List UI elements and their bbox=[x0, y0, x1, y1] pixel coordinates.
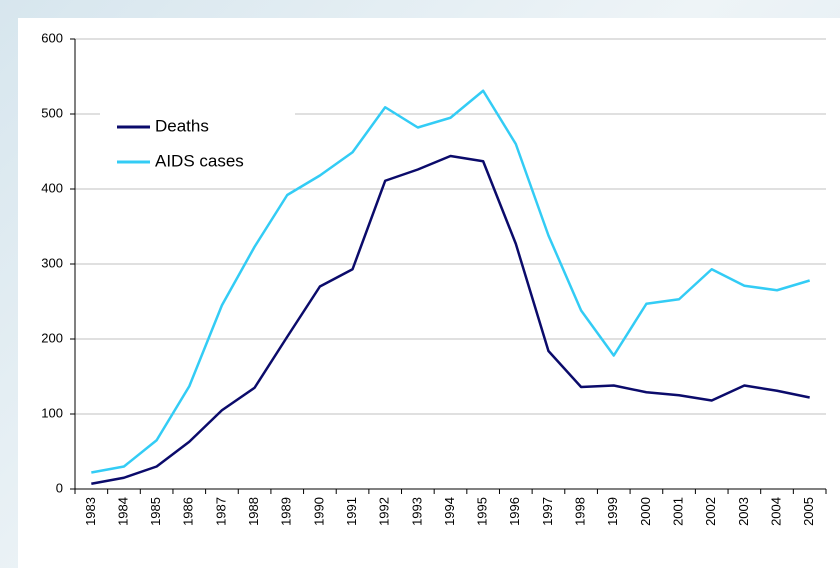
y-tick-label: 400 bbox=[41, 180, 63, 195]
y-tick-label: 300 bbox=[41, 255, 63, 270]
x-tick-label: 2004 bbox=[768, 497, 783, 526]
legend-background bbox=[100, 108, 295, 180]
x-tick-label: 1999 bbox=[605, 497, 620, 526]
x-tick-label: 1998 bbox=[573, 497, 588, 526]
x-tick-label: 2005 bbox=[801, 497, 816, 526]
x-tick-label: 1996 bbox=[507, 497, 522, 526]
x-tick-label: 2003 bbox=[736, 497, 751, 526]
y-tick-label: 100 bbox=[41, 405, 63, 420]
x-tick-label: 1985 bbox=[148, 497, 163, 526]
legend-label: AIDS cases bbox=[155, 151, 244, 170]
x-tick-label: 1986 bbox=[181, 497, 196, 526]
y-tick-label: 500 bbox=[41, 105, 63, 120]
y-tick-label: 0 bbox=[56, 480, 63, 495]
x-tick-label: 1990 bbox=[311, 497, 326, 526]
x-tick-label: 1989 bbox=[279, 497, 294, 526]
x-tick-label: 1991 bbox=[344, 497, 359, 526]
x-tick-label: 2000 bbox=[638, 497, 653, 526]
x-tick-label: 1984 bbox=[115, 497, 130, 526]
x-tick-label: 2002 bbox=[703, 497, 718, 526]
x-tick-label: 1995 bbox=[475, 497, 490, 526]
series-line bbox=[91, 154, 810, 485]
x-tick-label: 1988 bbox=[246, 497, 261, 526]
series-line bbox=[91, 89, 811, 474]
x-tick-label: 1994 bbox=[442, 497, 457, 526]
chart-background bbox=[18, 18, 840, 568]
x-tick-label: 1992 bbox=[377, 497, 392, 526]
y-tick-label: 600 bbox=[41, 30, 63, 45]
y-tick-label: 200 bbox=[41, 330, 63, 345]
x-tick-label: 1997 bbox=[540, 497, 555, 526]
x-tick-label: 1987 bbox=[213, 497, 228, 526]
legend-label: Deaths bbox=[155, 116, 209, 135]
x-tick-label: 1983 bbox=[83, 497, 98, 526]
x-tick-label: 2001 bbox=[671, 497, 686, 526]
x-tick-label: 1993 bbox=[409, 497, 424, 526]
